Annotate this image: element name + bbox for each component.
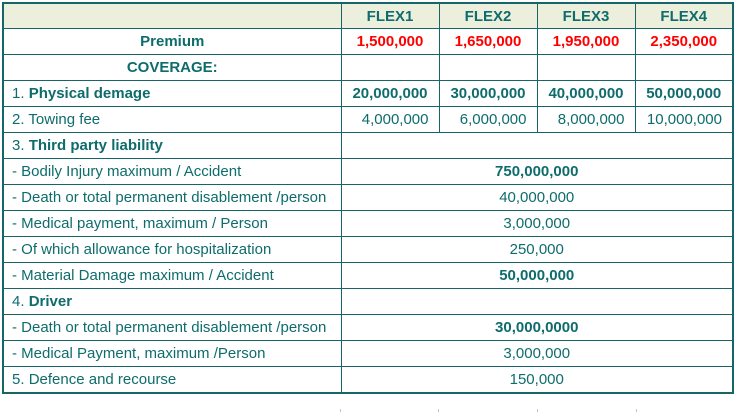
premium-value-flex2: 1,650,000 [438,28,538,55]
row-premium: Premium 1,500,000 1,650,000 1,950,000 2,… [2,28,734,55]
item-title: Third party liability [28,137,163,154]
column-header-flex3: FLEX3 [536,2,636,29]
row-driver: 4. Driver [2,288,734,315]
medical-driver-label: - Medical Payment, maximum /Person [2,340,342,367]
hospitalization-label: - Of which allowance for hospitalization [2,236,342,263]
row-defence-recourse: 5. Defence and recourse 150,000 [2,366,734,394]
row-third-party-liability: 3. Third party liability [2,132,734,159]
bodily-injury-value: 750,000,000 [340,158,734,185]
corner-cell [2,2,342,29]
death-driver-value: 30,000,0000 [340,314,734,341]
empty-cell [634,54,734,81]
insurance-coverage-table: FLEX1 FLEX2 FLEX3 FLEX4 Premium 1,500,00… [2,2,734,394]
towing-fee-value-flex2: 6,000,000 [438,106,538,133]
item-number: 2. [12,111,25,128]
physical-damage-value-flex3: 40,000,000 [536,80,636,107]
empty-merged-cell [340,132,734,159]
defence-label: 5. Defence and recourse [2,366,342,394]
empty-cell [536,54,636,81]
coverage-label: COVERAGE: [2,54,342,81]
towing-fee-label: 2. Towing fee [2,106,342,133]
physical-damage-value-flex2: 30,000,000 [438,80,538,107]
item-number: 5. [12,371,25,388]
item-title: Driver [28,293,73,310]
row-coverage-heading: COVERAGE: [2,54,734,81]
medical-third-party-value: 3,000,000 [340,210,734,237]
item-number: 3. [12,137,25,154]
towing-fee-value-flex4: 10,000,000 [634,106,734,133]
row-medical-third-party: - Medical payment, maximum / Person 3,00… [2,210,734,237]
row-towing-fee: 2. Towing fee 4,000,000 6,000,000 8,000,… [2,106,734,133]
empty-cell [340,54,440,81]
premium-value-flex3: 1,950,000 [536,28,636,55]
hospitalization-value: 250,000 [340,236,734,263]
premium-value-flex1: 1,500,000 [340,28,440,55]
row-medical-driver: - Medical Payment, maximum /Person 3,000… [2,340,734,367]
item-number: 1. [12,85,25,102]
row-material-damage: - Material Damage maximum / Accident 50,… [2,262,734,289]
physical-damage-value-flex1: 20,000,000 [340,80,440,107]
medical-third-party-label: - Medical payment, maximum / Person [2,210,342,237]
towing-fee-value-flex1: 4,000,000 [340,106,440,133]
death-driver-label: - Death or total permanent disablement /… [2,314,342,341]
row-death-third-party: - Death or total permanent disablement /… [2,184,734,211]
physical-damage-label: 1. Physical demage [2,80,342,107]
item-title: Towing fee [28,111,101,128]
item-number: 4. [12,293,25,310]
row-hospitalization: - Of which allowance for hospitalization… [2,236,734,263]
premium-value-flex4: 2,350,000 [634,28,734,55]
driver-label: 4. Driver [2,288,342,315]
item-title: Defence and recourse [28,371,177,388]
death-third-party-value: 40,000,000 [340,184,734,211]
defence-value: 150,000 [340,366,734,394]
third-party-label: 3. Third party liability [2,132,342,159]
premium-label: Premium [2,28,342,55]
physical-damage-value-flex4: 50,000,000 [634,80,734,107]
material-damage-label: - Material Damage maximum / Accident [2,262,342,289]
column-header-flex2: FLEX2 [438,2,538,29]
empty-merged-cell [340,288,734,315]
row-death-driver: - Death or total permanent disablement /… [2,314,734,341]
item-title: Physical demage [28,85,151,102]
row-physical-damage: 1. Physical demage 20,000,000 30,000,000… [2,80,734,107]
towing-fee-value-flex3: 8,000,000 [536,106,636,133]
column-header-flex4: FLEX4 [634,2,734,29]
medical-driver-value: 3,000,000 [340,340,734,367]
header-row: FLEX1 FLEX2 FLEX3 FLEX4 [2,2,734,29]
row-bodily-injury: - Bodily Injury maximum / Accident 750,0… [2,158,734,185]
column-header-flex1: FLEX1 [340,2,440,29]
bodily-injury-label: - Bodily Injury maximum / Accident [2,158,342,185]
material-damage-value: 50,000,000 [340,262,734,289]
death-third-party-label: - Death or total permanent disablement /… [2,184,342,211]
empty-cell [438,54,538,81]
